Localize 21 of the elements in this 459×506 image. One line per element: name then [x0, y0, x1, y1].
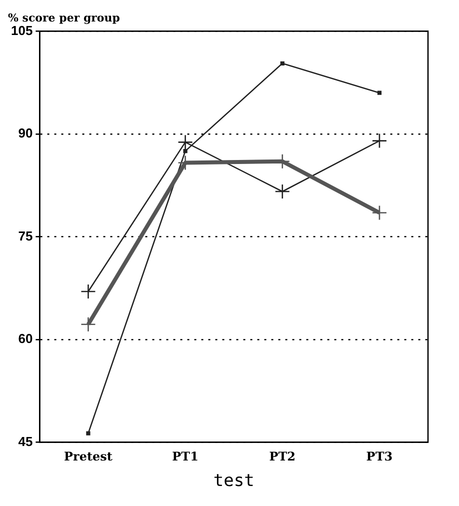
- y-tick-label: 75: [18, 228, 33, 244]
- point: [280, 61, 284, 66]
- x-tick-label: Pretest: [64, 450, 113, 464]
- point: [274, 184, 290, 200]
- x-tick-label: PT1: [172, 450, 198, 464]
- y-tick-label: 105: [10, 22, 33, 38]
- y-tick-label: 60: [18, 331, 33, 346]
- y-tick-label: 90: [18, 126, 33, 141]
- x-axis-title: test: [213, 471, 254, 492]
- point: [80, 316, 96, 332]
- point: [372, 205, 388, 220]
- point: [372, 133, 388, 148]
- y-tick-label: 45: [18, 434, 33, 449]
- point: [80, 284, 96, 300]
- point: [86, 431, 90, 436]
- x-tick-label: PT2: [269, 450, 296, 464]
- point: [178, 134, 193, 150]
- point: [377, 90, 382, 95]
- x-tick-label: PT3: [366, 450, 393, 464]
- point: [183, 149, 188, 154]
- y-axis-title: % score per group: [8, 11, 120, 24]
